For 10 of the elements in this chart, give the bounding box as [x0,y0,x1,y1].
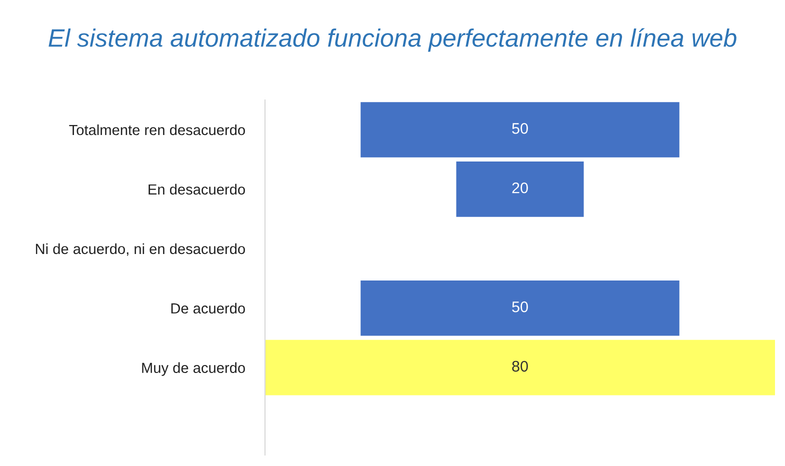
category-label: Totalmente ren desacuerdo [69,124,245,136]
category-label: En desacuerdo [148,184,245,195]
text: El sistema automatizado funciona perfectamente en línea web [48,28,736,52]
data-label: 50 [512,301,528,312]
data-label: 20 [512,182,528,194]
category-label: Ni de acuerdo, ni en desacuerdo [36,243,245,256]
category-label: De acuerdo [171,302,245,314]
data-label: 50 [512,123,528,134]
data-label: 80 [512,360,528,372]
category-label: Muy de acuerdo [142,362,245,376]
